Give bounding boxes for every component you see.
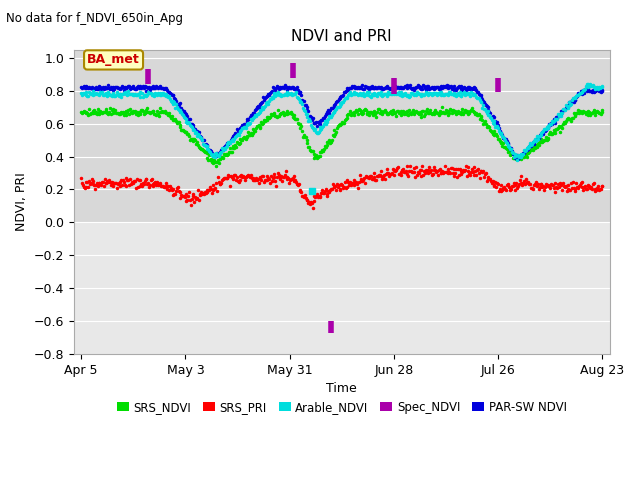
Text: No data for f_NDVI_650in_Apg: No data for f_NDVI_650in_Apg: [6, 12, 184, 25]
Title: NDVI and PRI: NDVI and PRI: [291, 29, 392, 44]
Legend: SRS_NDVI, SRS_PRI, Arable_NDVI, Spec_NDVI, PAR-SW NDVI: SRS_NDVI, SRS_PRI, Arable_NDVI, Spec_NDV…: [113, 396, 572, 419]
X-axis label: Time: Time: [326, 382, 357, 395]
Y-axis label: NDVI, PRI: NDVI, PRI: [15, 172, 28, 231]
Bar: [74, 222, 610, 354]
Text: BA_met: BA_met: [87, 53, 140, 66]
